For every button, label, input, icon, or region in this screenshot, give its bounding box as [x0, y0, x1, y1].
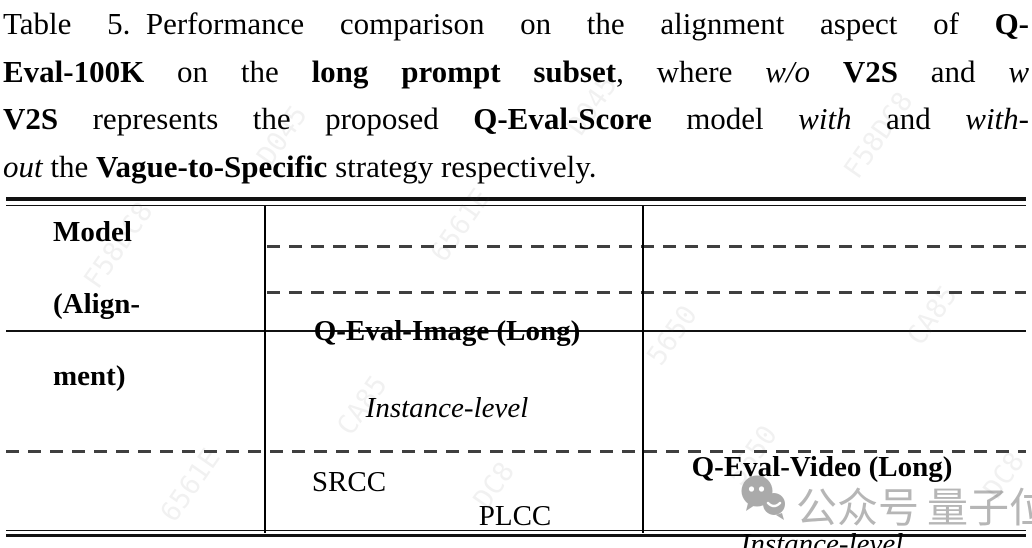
text-segment: with-	[965, 101, 1029, 136]
column-header: SRCC	[311, 466, 387, 498]
text-segment: long prompt subset	[311, 53, 617, 89]
column-separator-2	[642, 206, 644, 533]
header-rule	[6, 330, 1026, 333]
text-segment: on the	[144, 53, 312, 89]
text-segment: Q-	[994, 6, 1029, 41]
model-header-line: Model	[53, 216, 132, 248]
group-subheader: Instance-level	[365, 392, 529, 424]
caption-line-2: Eval-100K on the long prompt subset, whe…	[3, 48, 1029, 96]
text-segment: strategy respectively.	[327, 148, 597, 184]
column-separator-1	[264, 206, 266, 533]
group-subheader: Instance-level	[740, 528, 904, 548]
text-segment: , where	[616, 53, 766, 89]
bottom-rule-thin	[6, 529, 1026, 532]
bottom-rule-thick	[6, 533, 1026, 538]
text-segment: w	[1008, 53, 1030, 89]
text-segment: and	[897, 53, 1009, 89]
model-header-line: ment)	[53, 360, 126, 392]
text-segment: Eval-100K	[3, 53, 145, 89]
caption-line-4: out the Vague-to-Specific strategy respe…	[3, 143, 1029, 191]
text-segment: the	[42, 148, 96, 184]
model-header-line: (Align-	[53, 288, 140, 320]
top-rule-thin	[6, 204, 1026, 207]
caption-line-1: Table 5. Performance comparison on the a…	[3, 0, 1029, 48]
text-segment	[810, 54, 843, 89]
text-segment: and	[851, 101, 966, 136]
caption-line-3: V2S represents the proposed Q-Eval-Score…	[3, 95, 1029, 143]
dashed-rule-3	[6, 450, 1026, 453]
text-segment: out	[3, 148, 43, 184]
text-segment: V2S	[842, 53, 898, 89]
text-segment: model	[651, 101, 799, 136]
group-title: Q-Eval-Image (Long)	[313, 315, 581, 347]
text-segment: represents the proposed	[58, 101, 474, 136]
table-caption: Table 5. Performance comparison on the a…	[3, 0, 1029, 190]
text-segment: Table 5.	[3, 6, 131, 41]
top-rule-thick	[6, 197, 1026, 201]
text-segment: Performance comparison on the alignment …	[130, 6, 995, 41]
column-header: PLCC	[478, 500, 552, 532]
text-segment: w/o	[765, 53, 810, 89]
group-title: Q-Eval-Video (Long)	[691, 451, 953, 483]
text-segment: Vague-to-Specific	[96, 148, 328, 184]
text-segment: V2S	[3, 101, 59, 136]
dashed-rule-1	[267, 245, 1026, 248]
text-segment: Q-Eval-Score	[473, 101, 652, 136]
text-segment: with	[798, 101, 852, 136]
dashed-rule-2	[267, 291, 1026, 294]
